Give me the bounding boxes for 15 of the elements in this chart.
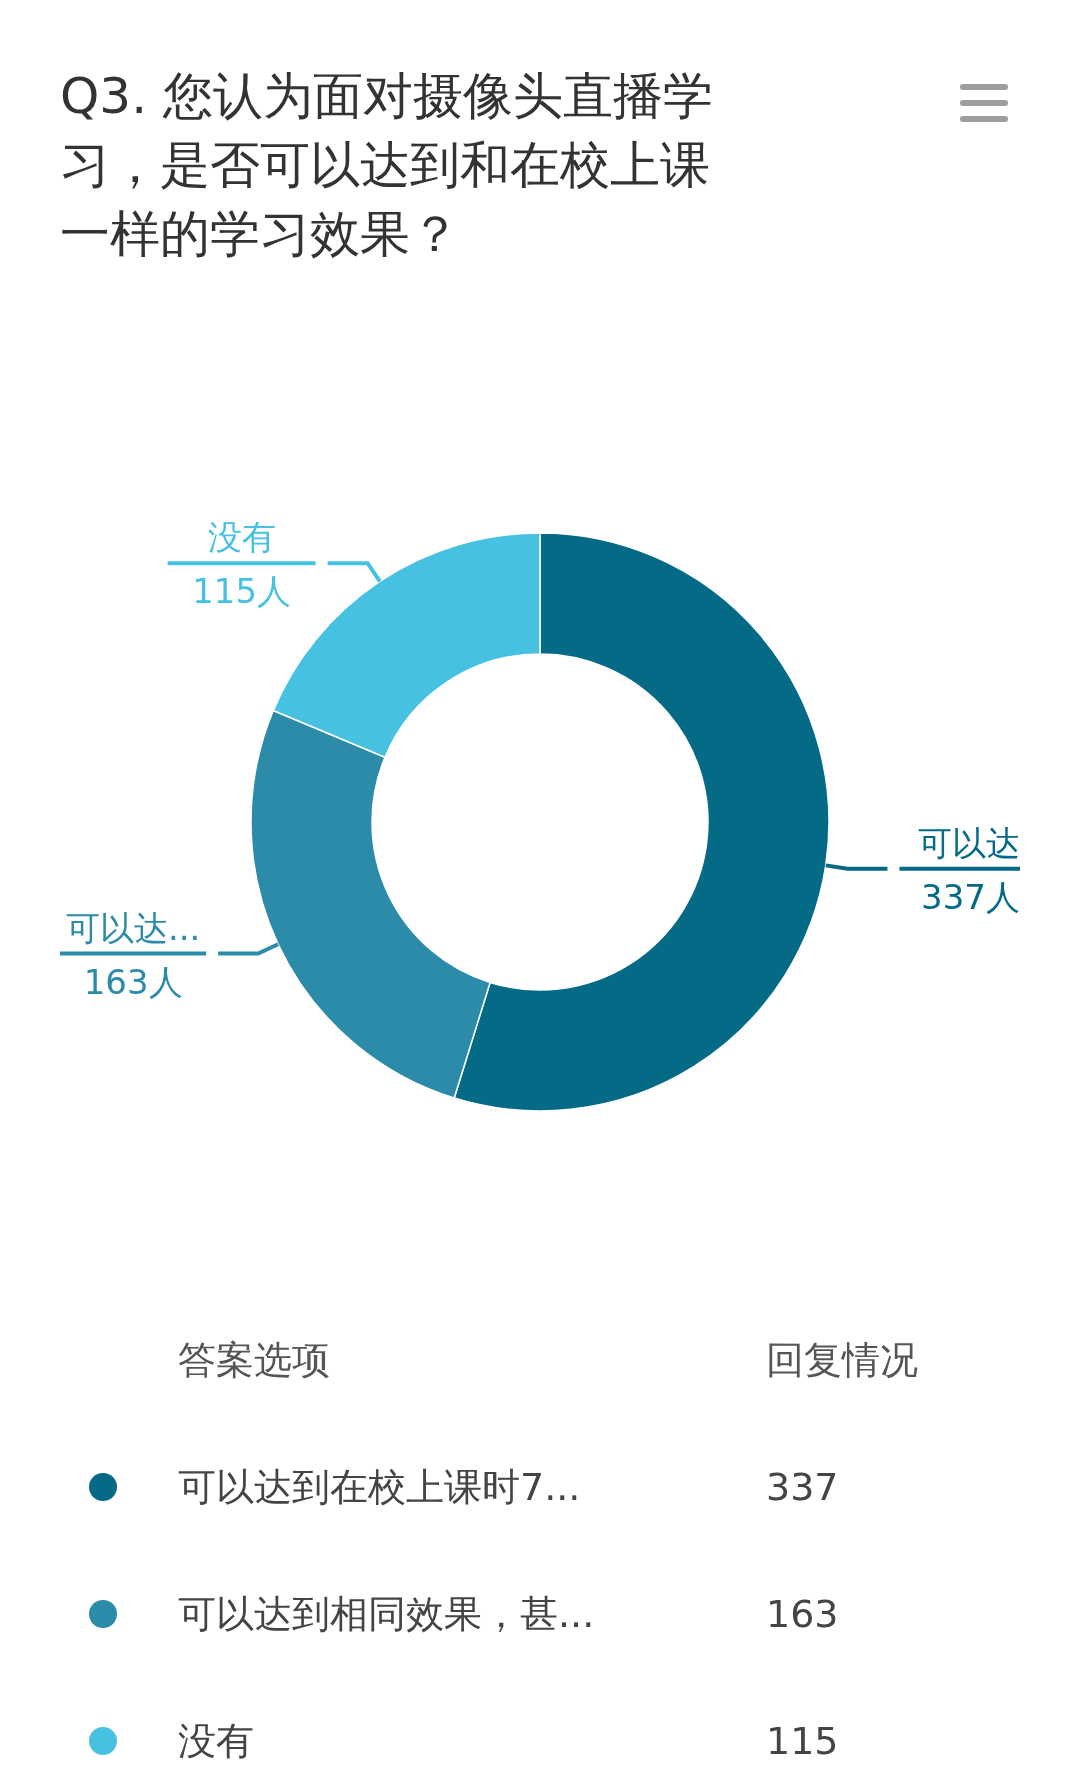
- data-label: 163: [766, 1592, 839, 1636]
- legend-title: 答案选项: [178, 1338, 330, 1382]
- legend-label: 没有: [178, 1719, 254, 1763]
- text: 163人: [83, 961, 183, 1002]
- text: 可以达: [918, 822, 1020, 863]
- slice-label: 没有: [207, 517, 276, 558]
- data-label: 115: [766, 1719, 839, 1763]
- text: 可以达...: [65, 907, 201, 948]
- legend-label: 可以达到在校上课时7...: [178, 1465, 581, 1509]
- text: 337人: [921, 876, 1020, 917]
- chart-title: Q3. 您认为面对摄像头直播学习，是否可以达到和在校上课一样的学习效果？: [60, 66, 714, 265]
- legend-label: 可以达到相同效果，甚...: [178, 1592, 595, 1636]
- text: 115人: [192, 571, 292, 612]
- data-label: 337: [766, 1465, 839, 1509]
- text: 回复情况: [766, 1338, 918, 1382]
